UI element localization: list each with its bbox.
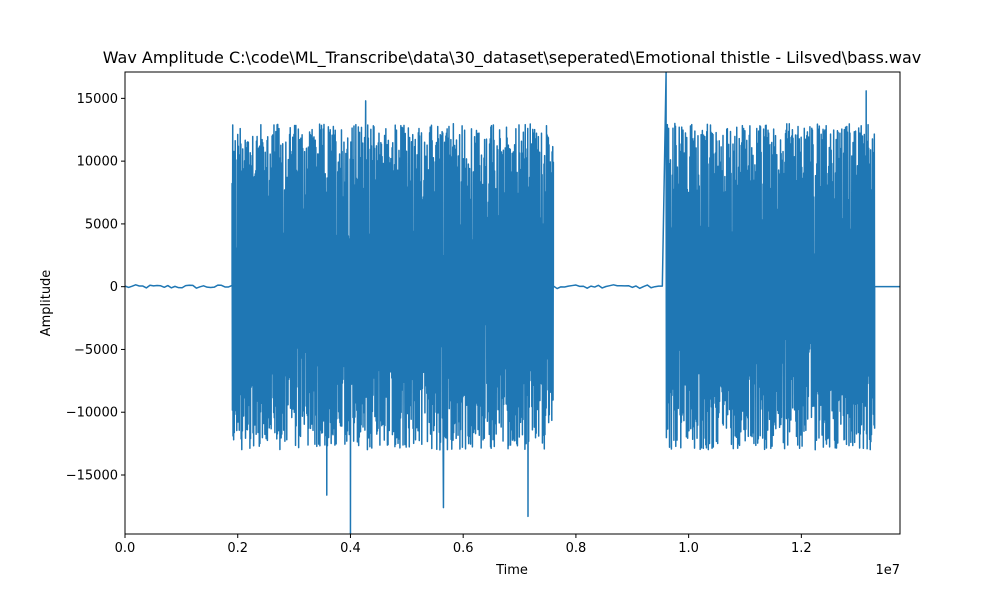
amplitude-series-line	[125, 72, 900, 534]
x-tick-label: 0.0	[115, 541, 136, 556]
x-tick-label: 1.2	[791, 541, 812, 556]
x-offset-text: 1e7	[875, 563, 900, 578]
chart-title: Wav Amplitude C:\code\ML_Transcribe\data…	[103, 48, 922, 68]
y-tick-label: 15000	[77, 92, 118, 107]
y-tick-label: −10000	[66, 406, 118, 421]
plot-area	[125, 72, 900, 534]
y-axis: −15000 −10000 −5000 0 5000 10000 15000	[66, 92, 125, 483]
y-axis-label: Amplitude	[39, 270, 54, 337]
x-tick-label: 0.8	[566, 541, 587, 556]
x-axis-label: Time	[495, 563, 528, 578]
x-tick-label: 1.0	[678, 541, 699, 556]
x-tick-label: 0.4	[340, 541, 361, 556]
x-tick-label: 0.2	[227, 541, 248, 556]
y-tick-label: −5000	[74, 343, 118, 358]
y-tick-label: 10000	[77, 155, 118, 170]
y-tick-label: 0	[110, 280, 118, 295]
x-tick-label: 0.6	[453, 541, 474, 556]
x-axis: 0.0 0.2 0.4 0.6 0.8 1.0 1.2	[115, 534, 812, 556]
y-tick-label: 5000	[85, 217, 118, 232]
y-tick-label: −15000	[66, 468, 118, 483]
plot-frame	[124, 71, 901, 535]
